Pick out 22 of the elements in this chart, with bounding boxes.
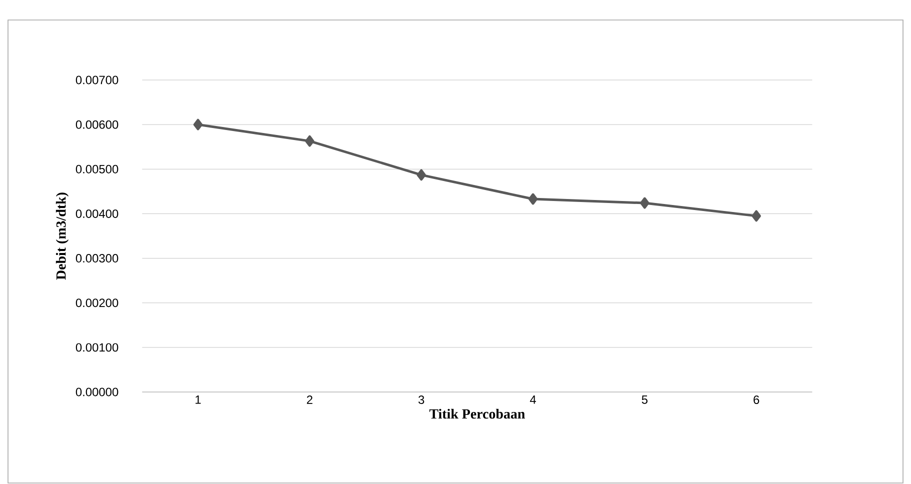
- y-tick-label: 0.00700: [76, 76, 118, 84]
- y-tick-label: 0.00600: [76, 120, 118, 129]
- x-tick-label: 6: [754, 396, 760, 404]
- x-axis-title: Titik Percobaan: [429, 408, 525, 419]
- point: [305, 135, 314, 147]
- x-tick-label: 1: [196, 396, 201, 404]
- y-tick-label: 0.00000: [76, 388, 118, 396]
- point: [416, 169, 426, 181]
- y-tick-label: 0.00100: [76, 343, 118, 352]
- x-tick-label: 3: [418, 396, 424, 404]
- point: [528, 193, 538, 205]
- point: [752, 210, 761, 222]
- y-tick-label: 0.00300: [76, 254, 118, 263]
- point: [640, 197, 650, 209]
- y-tick-label: 0.00400: [76, 209, 118, 218]
- y-tick-label: 0.00200: [76, 298, 118, 308]
- x-tick-label: 4: [530, 396, 536, 404]
- y-axis-title: Debit (m3/dtk): [56, 192, 69, 280]
- x-tick-label: 2: [306, 396, 312, 404]
- y-tick-label: 0.00500: [76, 164, 118, 174]
- x-tick-label: 5: [642, 396, 648, 404]
- point: [193, 118, 203, 130]
